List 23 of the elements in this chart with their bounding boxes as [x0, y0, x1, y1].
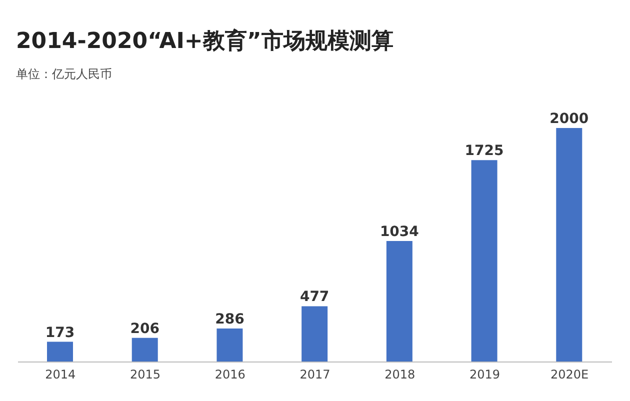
data-label: 2000 — [550, 111, 589, 127]
x-tick-label: 2016 — [214, 368, 246, 382]
x-tick-label: 2017 — [300, 368, 330, 382]
x-tick-label: 2019 — [469, 368, 500, 382]
x-tick-label: 2020E — [550, 368, 589, 382]
x-tick-label: 2018 — [384, 368, 416, 382]
data-label: 477 — [300, 289, 330, 306]
x-tick-label: 2014 — [45, 368, 76, 382]
bar — [556, 128, 582, 362]
data-label: 286 — [215, 312, 244, 328]
bar — [386, 241, 412, 362]
data-label: 1725 — [464, 143, 504, 160]
bar — [47, 342, 73, 362]
bar — [302, 306, 328, 362]
data-label: 206 — [130, 320, 160, 337]
bar — [216, 328, 243, 362]
x-tick-label: 2015 — [130, 368, 161, 382]
bar — [132, 338, 158, 362]
chart-title: 2014-2020“AI+教育”市场规模测算 — [16, 28, 394, 56]
chart-subtitle: 单位：亿元人民币 — [16, 66, 112, 83]
data-label: 1034 — [380, 224, 420, 240]
bar — [471, 160, 498, 362]
data-label: 173 — [45, 324, 75, 341]
